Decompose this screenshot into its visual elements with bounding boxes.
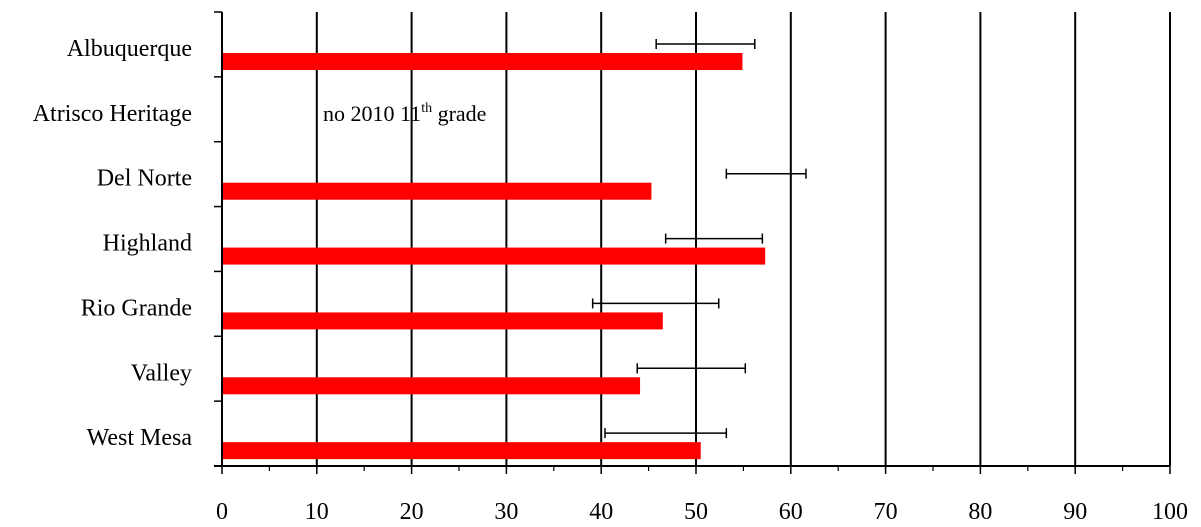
annotation-superscript: th	[421, 101, 432, 116]
bars	[222, 53, 766, 460]
error-bar-highland	[664, 233, 764, 244]
x-tick-label: 70	[874, 499, 898, 525]
bar-highland	[222, 247, 766, 265]
error-bar-del-norte	[725, 168, 807, 179]
category-label: West Mesa	[87, 425, 193, 451]
error-bar-albuquerque	[655, 39, 756, 49]
category-label: Rio Grande	[81, 295, 192, 321]
labels: Albuquerque Atrisco Heritage Del Norte High…	[33, 36, 1188, 525]
x-tick-label: 10	[305, 499, 329, 525]
error-bar-west-mesa	[604, 428, 728, 439]
annotation-text-after: grade	[432, 101, 486, 126]
x-tick-label: 90	[1063, 499, 1087, 525]
x-tick-label: 30	[494, 499, 518, 525]
x-tick-label: 50	[684, 499, 708, 525]
x-tick-label: 100	[1152, 499, 1188, 525]
error-bar-rio-grande	[591, 298, 720, 309]
category-label: Highland	[103, 231, 192, 257]
category-label: Del Norte	[97, 166, 192, 192]
annotation-text-before: no 2010 11	[323, 101, 421, 126]
error-bars	[591, 39, 807, 439]
annotation-no-data: no 2010 11th grade	[323, 101, 486, 126]
error-bar-valley	[636, 363, 747, 374]
bar-del-norte	[222, 182, 652, 200]
x-tick-label: 20	[400, 499, 424, 525]
category-label: Albuquerque	[67, 36, 192, 62]
bar-valley	[222, 377, 641, 395]
bar-rio-grande	[222, 312, 663, 330]
axes	[214, 11, 1171, 474]
x-tick-label: 80	[968, 499, 992, 525]
x-tick-label: 40	[589, 499, 613, 525]
category-label: Valley	[131, 360, 192, 386]
category-label: Atrisco Heritage	[33, 101, 192, 127]
x-tick-label: 60	[779, 499, 803, 525]
x-tick-label: 0	[216, 499, 228, 525]
bar-west-mesa	[222, 442, 701, 460]
bar-albuquerque	[222, 53, 743, 70]
